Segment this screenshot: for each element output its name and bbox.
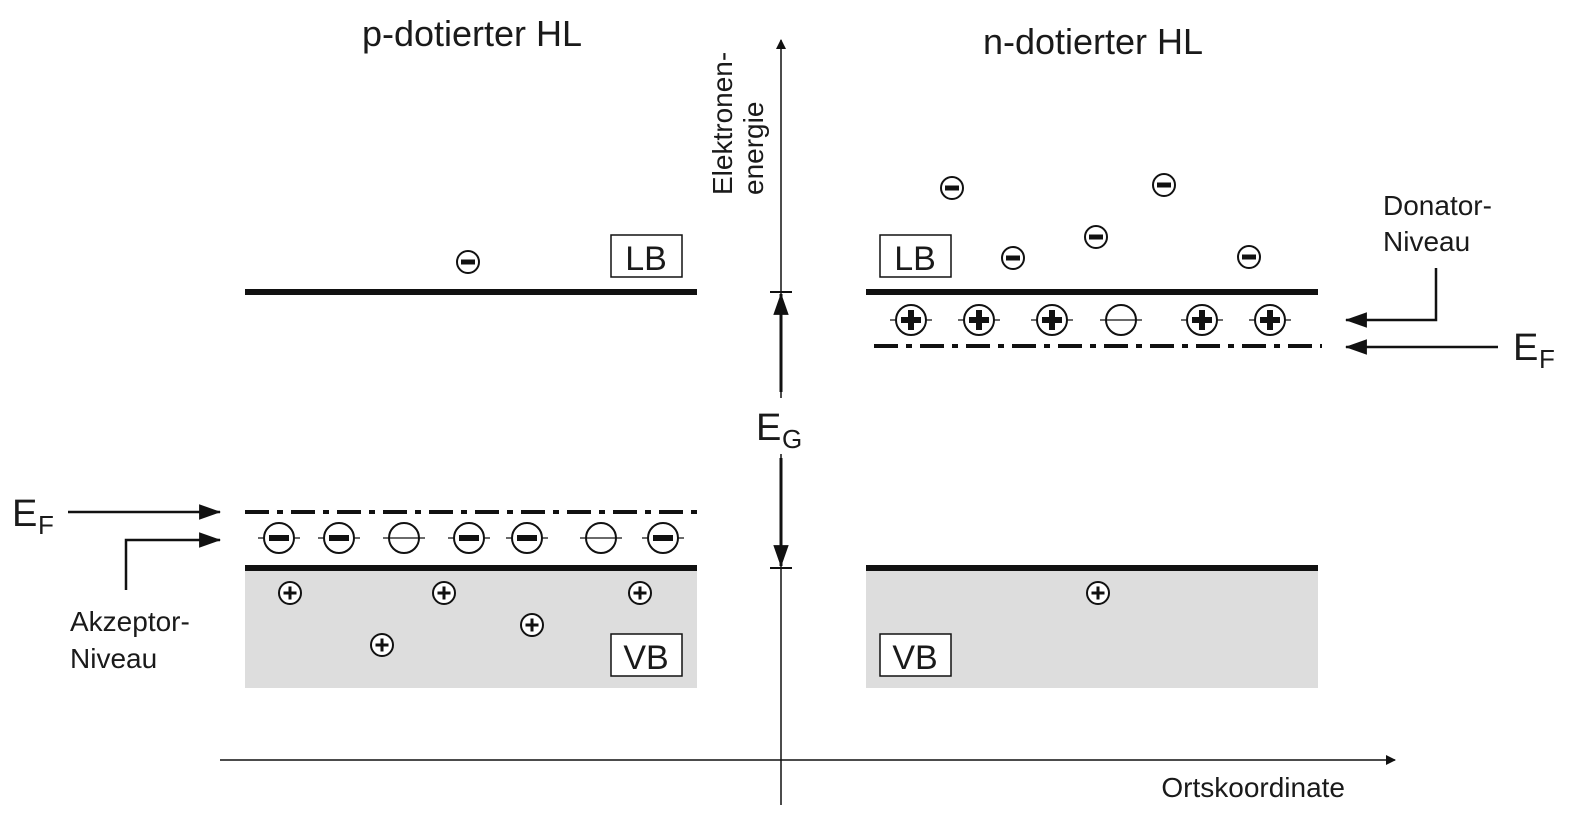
acceptor-label-line1: Akzeptor-: [70, 606, 190, 637]
svg-text:LB: LB: [894, 240, 936, 278]
acceptor-ion-negative: [641, 522, 685, 554]
donor-ion-positive: [889, 304, 933, 336]
acceptor-ion-negative: [257, 522, 301, 554]
box-lb-right: LB: [879, 234, 952, 278]
svg-text:energie: energie: [738, 102, 769, 195]
hole-right-vb: [1086, 581, 1110, 605]
hole: [432, 581, 456, 605]
acceptor-ion-negative: [317, 522, 361, 554]
donor-ion-positive: [1180, 304, 1224, 336]
acceptor-empty: [382, 522, 426, 554]
svg-text:E: E: [12, 493, 37, 535]
svg-text:F: F: [38, 510, 54, 540]
electron: [1001, 246, 1025, 270]
hole: [278, 581, 302, 605]
gap-label: E G: [752, 398, 814, 454]
svg-text:VB: VB: [892, 639, 937, 677]
donor-ion-positive: [1248, 304, 1292, 336]
box-vb-right: VB: [879, 633, 952, 677]
acceptor-ion-negative: [505, 522, 549, 554]
donor-ion-positive: [1030, 304, 1074, 336]
acceptor-level: [257, 522, 685, 554]
acceptor-label-line2: Niveau: [70, 643, 157, 674]
svg-text:E: E: [756, 407, 781, 449]
x-axis-label: Ortskoordinate: [1161, 772, 1345, 803]
fermi-label-right: E F: [1513, 327, 1555, 374]
donor-ion-positive: [957, 304, 1001, 336]
hole: [628, 581, 652, 605]
y-axis-label: Elektronen- energie: [707, 52, 769, 195]
electron: [940, 176, 964, 200]
acceptor-arrow: [124, 532, 222, 590]
svg-text:G: G: [782, 424, 802, 454]
electron: [1084, 225, 1108, 249]
title-p-doped: p-dotierter HL: [362, 13, 582, 54]
box-lb-left: LB: [610, 234, 683, 278]
electron: [1237, 245, 1261, 269]
svg-text:VB: VB: [623, 639, 668, 677]
electrons-right-cb: [940, 173, 1261, 270]
title-n-doped: n-dotierter HL: [983, 21, 1203, 62]
electron-left-cb: [456, 250, 480, 274]
hole: [520, 613, 544, 637]
donor-level: [889, 304, 1292, 336]
fermi-label-left: E F: [12, 493, 54, 540]
acceptor-empty: [579, 522, 623, 554]
svg-text:Elektronen-: Elektronen-: [707, 52, 738, 195]
electron: [1152, 173, 1176, 197]
donor-neutral: [1099, 304, 1143, 336]
box-vb-left: VB: [610, 633, 683, 677]
donor-arrow: [1344, 268, 1438, 328]
svg-text:LB: LB: [625, 240, 667, 278]
svg-text:E: E: [1513, 327, 1538, 369]
svg-text:F: F: [1539, 344, 1555, 374]
hole: [370, 633, 394, 657]
donor-label-line1: Donator-: [1383, 190, 1492, 221]
donor-label-line2: Niveau: [1383, 226, 1470, 257]
acceptor-ion-negative: [447, 522, 491, 554]
